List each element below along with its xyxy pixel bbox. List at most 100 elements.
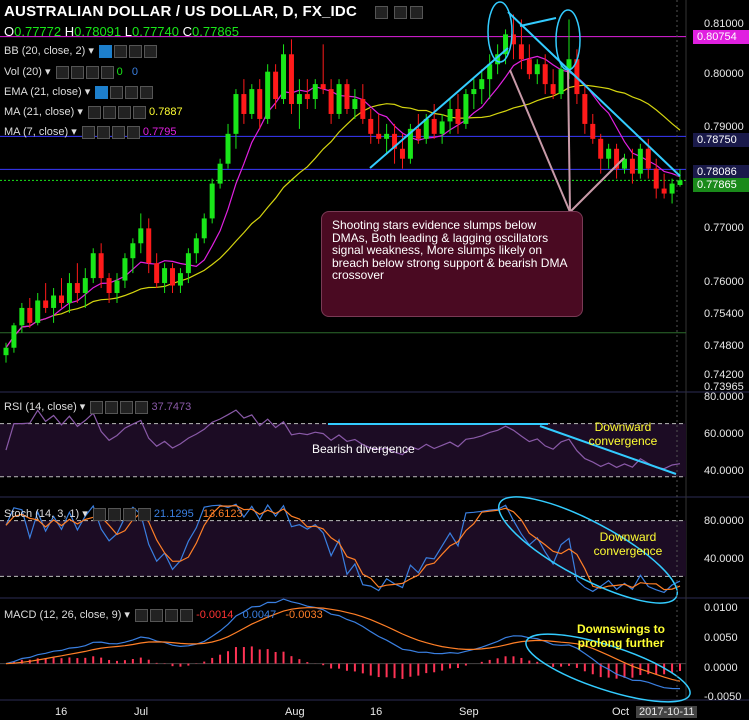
candle-body [463, 94, 469, 124]
price-tick: 0.77000 [704, 222, 744, 234]
candle-body [162, 268, 168, 284]
stoch-d-line [5, 504, 681, 591]
candle-body [201, 218, 207, 239]
candle-body [59, 295, 65, 303]
candle-body [399, 148, 405, 159]
price-tick: 0.75400 [704, 308, 744, 320]
candle-body [170, 268, 176, 286]
x-tick: Aug [285, 706, 305, 718]
macd-tick: 0.0000 [704, 662, 738, 674]
candle-body [376, 133, 382, 139]
candle-body [185, 253, 191, 274]
pointer-arrow [567, 69, 571, 213]
candle-body [11, 325, 17, 348]
candle-body [598, 138, 604, 159]
macd-tick: 0.0050 [704, 632, 738, 644]
macd-tick: 0.0100 [704, 602, 738, 614]
stoch-tick: 80.0000 [704, 515, 744, 527]
rsi-note: Downward convergence [588, 420, 658, 448]
macd-label[interactable]: MACD (12, 26, close, 9) ▾ -0.0014 0.0047… [4, 608, 323, 622]
ema-indicator-label[interactable]: EMA (21, close) ▾ [4, 85, 154, 99]
candle-body [439, 121, 445, 134]
candle-body [590, 123, 596, 139]
stoch-band [0, 520, 686, 577]
candle-body [510, 34, 516, 45]
candle-body [19, 307, 25, 326]
candle-body [304, 94, 310, 100]
candle-body [503, 34, 509, 55]
candle-body [669, 183, 675, 194]
chart-title: AUSTRALIAN DOLLAR / US DOLLAR, D, FX_IDC [4, 3, 357, 20]
pointer-arrow [509, 69, 571, 213]
ohlc-readout: O0.77772 H0.78091 L0.77740 C0.77865 [4, 24, 240, 39]
candle-body [582, 94, 588, 124]
price-tick: 0.80000 [704, 68, 744, 80]
candle-body [431, 118, 437, 134]
candle-body [471, 89, 477, 95]
chevron-down-icon[interactable] [375, 6, 388, 19]
candle-body [534, 64, 540, 75]
candle-body [154, 263, 160, 284]
candle-body [344, 84, 350, 109]
candle-body [130, 243, 136, 259]
candle-body [614, 148, 620, 169]
stoch-k-line [5, 503, 681, 594]
candle-body [225, 133, 231, 164]
rsi-annotation: Bearish divergence [312, 442, 415, 456]
candle-body [35, 300, 41, 323]
candle-body [606, 148, 612, 159]
rsi-band [0, 423, 686, 477]
price-badge-last: 0.77865 [693, 178, 749, 192]
candle-body [328, 89, 334, 114]
macd-line [5, 598, 681, 690]
price-tick: 0.76000 [704, 276, 744, 288]
candle-body [66, 283, 72, 303]
candle-body [621, 158, 627, 169]
candle-body [415, 128, 421, 139]
rsi-tick: 80.0000 [704, 391, 744, 403]
candle-body [138, 228, 144, 244]
rsi-trend-line [539, 425, 677, 475]
candle-body [495, 54, 501, 65]
candle-body [288, 54, 294, 105]
candle-body [637, 148, 643, 174]
candle-body [518, 44, 524, 60]
candle-body [542, 64, 548, 85]
candle-body [368, 118, 374, 134]
candle-body [360, 99, 366, 119]
candle-body [312, 84, 318, 100]
candle-body [122, 258, 128, 281]
bb-indicator-label[interactable]: BB (20, close, 2) ▾ [4, 44, 157, 58]
ma21-indicator-label[interactable]: MA (21, close) ▾ 0.7887 [4, 105, 183, 119]
vol-indicator-label[interactable]: Vol (20) ▾ 0 0 [4, 65, 139, 79]
candle-body [629, 158, 635, 174]
candle-body [257, 89, 263, 119]
ma7-indicator-label[interactable]: MA (7, close) ▾ 0.7795 [4, 125, 177, 139]
candle-body [296, 94, 302, 105]
candle-body [193, 238, 199, 254]
settings-icon[interactable] [410, 6, 423, 19]
candle-body [106, 278, 112, 294]
candle-body [74, 283, 80, 294]
candle-body [177, 273, 183, 286]
candle-body [566, 59, 572, 70]
price-tick: 0.73965 [704, 381, 744, 393]
x-tick: Sep [459, 706, 479, 718]
eye-icon[interactable] [394, 6, 407, 19]
candle-body [392, 133, 398, 149]
candle-body [209, 183, 215, 219]
stoch-label[interactable]: Stoch (14, 3, 1) ▾ 21.1295 13.6123 [4, 507, 243, 521]
candle-body [336, 84, 342, 114]
analysis-annotation-box: Shooting stars evidence slumps below DMA… [321, 211, 583, 317]
candle-body [241, 94, 247, 114]
x-tick: 16 [370, 706, 383, 718]
candle-body [384, 133, 390, 139]
candle-body [249, 89, 255, 114]
candle-body [423, 118, 429, 139]
price-tick: 0.79000 [704, 121, 744, 133]
rsi-label[interactable]: RSI (14, close) ▾ 37.7473 [4, 400, 192, 414]
candle-body [82, 278, 88, 294]
candle-body [281, 54, 287, 100]
candle-body [661, 188, 667, 194]
